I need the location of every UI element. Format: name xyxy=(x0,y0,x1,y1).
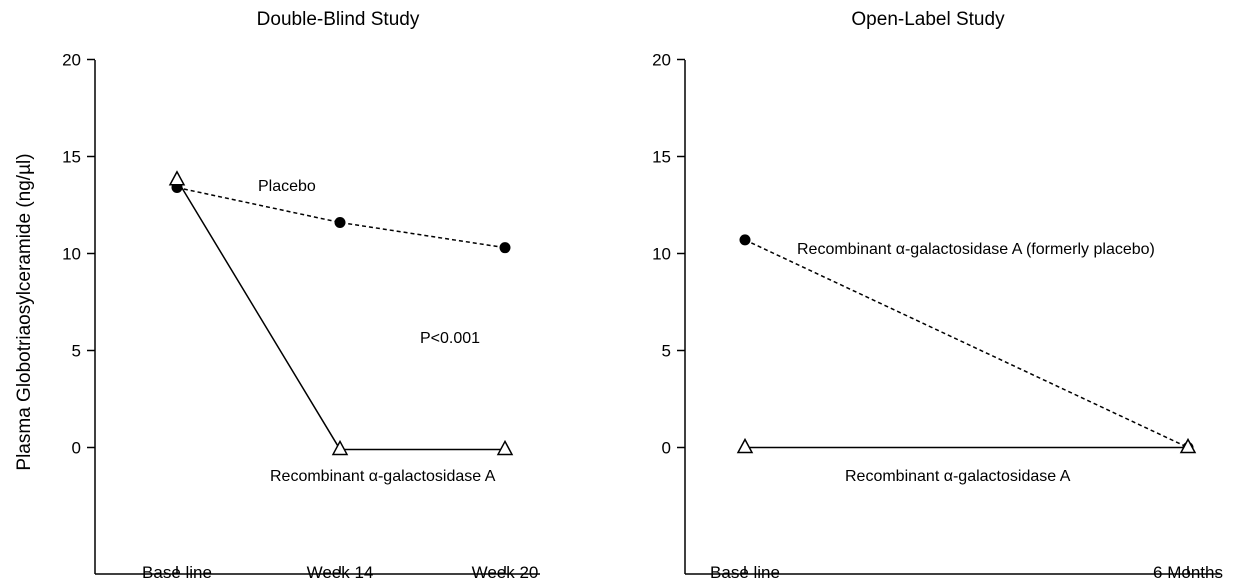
y-tick-label-15: 15 xyxy=(62,148,81,167)
point-placebo-2 xyxy=(499,242,511,254)
panel-title-open-label: Open-Label Study xyxy=(851,9,1005,30)
y-tick-label-5: 5 xyxy=(662,342,671,361)
y-tick-label-20: 20 xyxy=(652,51,671,70)
series-label-formerly-placebo: Recombinant α-galactosidase A (formerly … xyxy=(797,241,1155,258)
panel-title-double-blind: Double-Blind Study xyxy=(257,9,420,30)
panel-double-blind: Double-Blind Study 0 5 10 15 20 Base line Wee… xyxy=(62,9,540,581)
point-placebo-1 xyxy=(334,216,346,228)
y-tick-label-0: 0 xyxy=(72,439,81,458)
y-tick-label-5: 5 xyxy=(72,342,81,361)
point-recombinant-galactosidase-a-0 xyxy=(168,170,186,186)
point-recombinant-galactosidase-a-1 xyxy=(1179,437,1197,454)
y-tick-label-20: 20 xyxy=(62,51,81,70)
series-line-recombinant-galactosidase-a-formerly-placebo xyxy=(744,239,1189,449)
point-recombinant-galactosidase-a-1 xyxy=(331,439,349,456)
y-tick-label-10: 10 xyxy=(652,245,671,264)
point-recombinant-galactosidase-a-0 xyxy=(736,437,754,454)
y-tick-label-15: 15 xyxy=(652,148,671,167)
y-tick-label-10: 10 xyxy=(62,245,81,264)
y-axis-label: Plasma Globotriaosylceramide (ng/µl) xyxy=(14,153,35,470)
x-tick-label-week-20: Week 20 xyxy=(472,563,539,581)
series-label-recombinant-open: Recombinant α-galactosidase A xyxy=(845,468,1071,485)
x-tick-label-week-14: Week 14 xyxy=(307,563,374,581)
y-tick-label-0: 0 xyxy=(662,439,671,458)
point-recombinant-galactosidase-a-2 xyxy=(496,439,514,456)
x-tick-label-base-line: Base line xyxy=(142,563,212,581)
point-recombinant-galactosidase-a-formerly-placebo-0 xyxy=(739,234,751,246)
series-label-recombinant: Recombinant α-galactosidase A xyxy=(270,468,496,485)
p-value-annotation: P<0.001 xyxy=(420,330,480,347)
panel-open-label: Open-Label Study 0 5 10 15 20 Base line 6 Mon… xyxy=(652,9,1223,581)
x-tick-label-6-months: 6 Months xyxy=(1153,563,1223,581)
x-tick-label-base-line: Base line xyxy=(710,563,780,581)
series-label-placebo: Placebo xyxy=(258,178,316,195)
